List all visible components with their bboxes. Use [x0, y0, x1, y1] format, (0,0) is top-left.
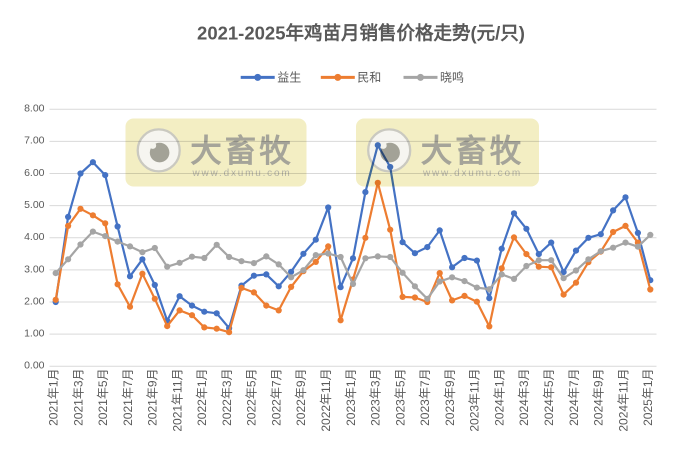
- svg-text:2024年11月: 2024年11月: [616, 369, 630, 432]
- svg-text:大畜牧: 大畜牧: [421, 133, 525, 169]
- svg-text:民和: 民和: [357, 71, 381, 85]
- svg-text:2022年5月: 2022年5月: [245, 369, 259, 426]
- svg-text:2023年3月: 2023年3月: [369, 369, 383, 426]
- svg-text:3.00: 3.00: [24, 263, 45, 275]
- svg-text:2022年9月: 2022年9月: [294, 369, 308, 426]
- svg-text:2021年1月: 2021年1月: [47, 369, 61, 426]
- svg-text:益生: 益生: [277, 71, 301, 85]
- svg-text:4.00: 4.00: [24, 231, 45, 243]
- svg-text:2021年3月: 2021年3月: [71, 369, 85, 426]
- svg-text:7.00: 7.00: [24, 135, 45, 147]
- svg-text:2023年9月: 2023年9月: [443, 369, 457, 426]
- svg-text:2021年7月: 2021年7月: [121, 369, 135, 426]
- svg-text:大畜牧: 大畜牧: [190, 133, 294, 169]
- svg-text:晓鸣: 晓鸣: [440, 70, 464, 85]
- svg-text:2022年11月: 2022年11月: [319, 369, 333, 432]
- svg-text:2024年9月: 2024年9月: [592, 369, 606, 426]
- svg-text:2023年5月: 2023年5月: [393, 369, 407, 426]
- svg-text:2022年7月: 2022年7月: [270, 369, 284, 426]
- svg-text:8.00: 8.00: [24, 103, 45, 115]
- svg-text:2024年3月: 2024年3月: [517, 369, 531, 426]
- svg-text:2021年11月: 2021年11月: [170, 369, 184, 432]
- svg-text:2025年1月: 2025年1月: [641, 369, 655, 426]
- svg-text:1.00: 1.00: [24, 328, 45, 340]
- svg-text:2022年1月: 2022年1月: [195, 369, 209, 426]
- svg-text:6.00: 6.00: [24, 167, 45, 179]
- svg-text:2021-2025年鸡苗月销售价格走势(元/只): 2021-2025年鸡苗月销售价格走势(元/只): [197, 23, 525, 44]
- svg-text:2021年5月: 2021年5月: [96, 369, 110, 426]
- svg-text:0.00: 0.00: [24, 360, 45, 372]
- svg-text:2023年1月: 2023年1月: [344, 369, 358, 426]
- svg-text:www.dxumu.com: www.dxumu.com: [422, 168, 522, 179]
- svg-text:2023年11月: 2023年11月: [468, 369, 482, 432]
- svg-text:2024年5月: 2024年5月: [542, 369, 556, 426]
- svg-text:5.00: 5.00: [24, 199, 45, 211]
- svg-text:2024年7月: 2024年7月: [567, 369, 581, 426]
- svg-text:2.00: 2.00: [24, 295, 45, 307]
- svg-text:www.dxumu.com: www.dxumu.com: [192, 168, 292, 179]
- svg-text:2024年1月: 2024年1月: [493, 369, 507, 426]
- svg-text:2021年9月: 2021年9月: [146, 369, 160, 426]
- svg-text:2022年3月: 2022年3月: [220, 369, 234, 426]
- svg-text:2023年7月: 2023年7月: [418, 369, 432, 426]
